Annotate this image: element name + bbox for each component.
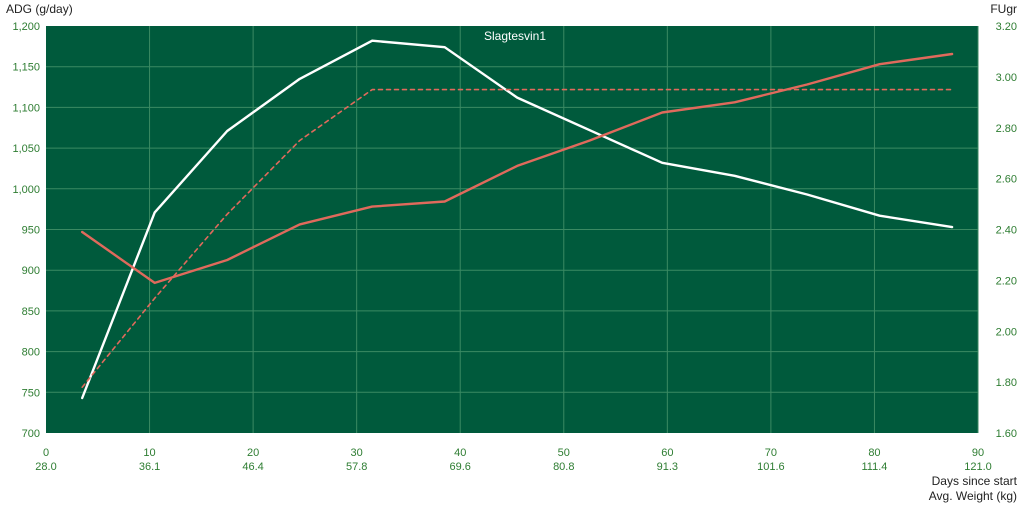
- y-left-tick-label: 1,000: [12, 184, 40, 196]
- series-line-fugr-dashed: [81, 88, 953, 389]
- y-left-tick-label: 1,050: [12, 143, 40, 155]
- x-tick-label-weight: 101.6: [757, 461, 785, 473]
- x-axis-title-days: Days since start: [932, 474, 1018, 488]
- x-tick-label-days: 30: [351, 447, 363, 459]
- y-left-tick-label: 700: [22, 428, 40, 440]
- x-tick-label-weight: 111.4: [861, 461, 887, 473]
- x-tick-label-days: 0: [43, 447, 49, 459]
- series-layer: [80, 39, 954, 400]
- y-right-tick-label: 3.20: [996, 21, 1017, 33]
- x-tick-label-days: 90: [972, 447, 984, 459]
- x-tick-label-weight: 28.0: [35, 461, 56, 473]
- y-left-tick-label: 1,150: [12, 62, 40, 74]
- x-tick-label-days: 50: [558, 447, 570, 459]
- y-left-tick-label: 850: [22, 306, 40, 318]
- x-tick-label-weight: 121.0: [964, 461, 992, 473]
- series-line-fugr: [80, 52, 954, 285]
- x-tick-label-days: 40: [454, 447, 466, 459]
- y-right-tick-label: 1.60: [996, 428, 1017, 440]
- y-right-tick-label: 2.60: [996, 174, 1017, 186]
- y-right-tick-label: 2.40: [996, 225, 1017, 237]
- x-tick-label-days: 20: [247, 447, 259, 459]
- x-tick-label-weight: 80.8: [553, 461, 574, 473]
- y-left-tick-label: 750: [22, 387, 40, 399]
- y-left-tick-label: 800: [22, 347, 40, 359]
- x-tick-label-weight: 57.8: [346, 461, 367, 473]
- y-right-tick-label: 2.00: [996, 326, 1017, 338]
- series-line-adg: [80, 39, 954, 400]
- x-tick-label-weight: 46.4: [242, 461, 263, 473]
- y-right-tick-label: 2.80: [996, 123, 1017, 135]
- chart-title: Slagtesvin1: [484, 29, 546, 43]
- x-axis-title-weight: Avg. Weight (kg): [929, 489, 1017, 503]
- ticks-layer: 7007508008509009501,0001,0501,1001,1501,…: [12, 21, 1017, 473]
- y-right-tick-label: 1.80: [996, 377, 1017, 389]
- x-tick-label-weight: 91.3: [657, 461, 678, 473]
- y-right-tick-label: 2.20: [996, 275, 1017, 287]
- y-left-tick-label: 1,200: [12, 21, 40, 33]
- y-axis-right-title: FUgr: [990, 2, 1017, 16]
- x-tick-label-days: 70: [765, 447, 777, 459]
- y-left-tick-label: 950: [22, 225, 40, 237]
- x-tick-label-days: 60: [661, 447, 673, 459]
- x-tick-label-weight: 69.6: [450, 461, 471, 473]
- x-tick-label-days: 80: [868, 447, 880, 459]
- y-left-tick-label: 1,100: [12, 102, 40, 114]
- x-tick-label-weight: 36.1: [139, 461, 160, 473]
- x-tick-label-days: 10: [143, 447, 155, 459]
- y-left-tick-label: 900: [22, 265, 40, 277]
- grid-lines: [46, 26, 979, 433]
- y-right-tick-label: 3.00: [996, 72, 1017, 84]
- y-axis-left-title: ADG (g/day): [6, 2, 73, 16]
